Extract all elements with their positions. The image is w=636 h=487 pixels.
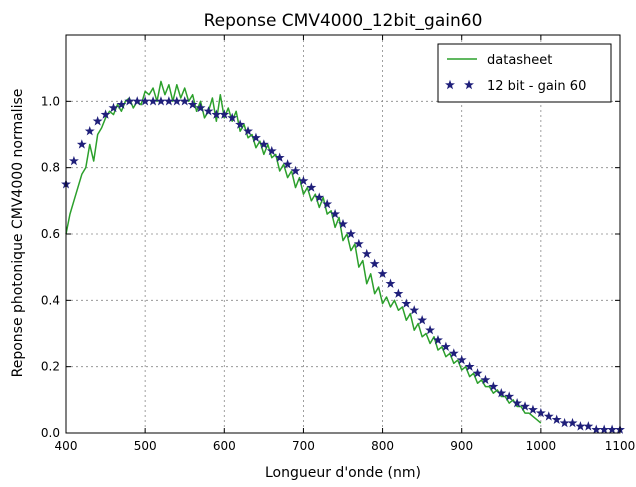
legend-star-marker [464,79,474,90]
data-point-star [163,96,174,106]
x-tick-label: 1000 [526,439,557,453]
y-tick-label: 0.4 [41,293,60,307]
data-point-star [100,109,111,119]
legend-star-marker [445,79,455,90]
data-point-star [512,397,523,408]
data-point-star [575,421,586,431]
legend-swatch-12bit-gain60 [445,79,474,90]
data-point-star [132,96,143,106]
data-point-star [425,324,435,335]
data-point-star [92,116,103,126]
x-tick-label: 1100 [605,439,636,453]
x-tick-label: 700 [292,439,315,453]
x-tick-label: 800 [371,439,394,453]
data-point-star [535,407,546,418]
ticks: 400 500 600 700 800 900 1000 1100 0.0 0.2 0.4 0.6 0.… [41,35,635,453]
data-point-star [401,298,412,308]
x-axis-title: Longueur d'onde (nm) [265,465,421,481]
data-point-star [504,391,515,401]
data-point-star [338,218,348,229]
data-point-star [567,417,578,428]
chart-title: Reponse CMV4000_12bit_gain60 [204,11,483,31]
data-point-star [171,96,182,106]
x-tick-label: 900 [450,439,473,453]
data-point-star [290,165,301,176]
y-tick-label: 0.6 [41,227,60,241]
y-tick-label: 0.2 [41,360,60,374]
data-point-star [361,248,372,259]
data-point-star [211,109,222,119]
data-point-star [148,96,158,106]
legend-label-12bit-gain60: 12 bit - gain 60 [487,79,586,94]
data-point-star [456,354,467,365]
data-point-star [156,96,166,106]
data-point-star [68,155,79,166]
y-tick-label: 0.8 [41,161,60,175]
x-tick-label: 500 [134,439,157,453]
data-point-star [377,268,388,279]
data-point-star [448,348,459,358]
data-point-star [599,424,610,434]
x-tick-label: 400 [55,439,78,453]
data-point-star [520,401,530,411]
data-point-star [480,374,491,385]
y-axis-title: Reponse photonique CMV4000 normalise [10,89,26,378]
legend-label-datasheet: datasheet [487,53,552,68]
data-point-star [528,404,538,414]
data-point-star [203,106,214,116]
data-point-star [591,424,602,434]
y-tick-label: 1.0 [41,94,60,108]
data-point-star [543,411,554,421]
data-point-star [353,238,364,249]
data-point-star [409,305,420,315]
data-point-star [488,381,499,391]
data-point-star [266,145,277,156]
data-point-star [219,109,230,119]
data-point-star [108,102,119,113]
data-point-star [433,334,443,345]
data-point-star [251,132,261,143]
data-point-star [274,152,285,162]
y-tick-label: 0.0 [41,426,60,440]
data-point-star [258,139,269,149]
series-0 [65,80,542,424]
data-point-star [417,315,428,325]
data-point-star [385,278,396,288]
data-point-star [84,125,95,136]
x-tick-label: 600 [213,439,236,453]
data-point-star [116,99,127,109]
data-point-star [306,182,317,192]
legend: datasheet 12 bit - gain 60 [437,43,612,103]
data-point-star [559,417,570,428]
data-point-star [322,198,333,209]
data-point-star [464,361,475,371]
data-point-star [345,228,356,239]
data-point-star [187,99,198,109]
data-point-star [195,102,206,113]
data-point-star [243,125,253,136]
data-point-star [551,414,562,424]
data-point-star [583,421,594,431]
data-point-star [330,208,341,219]
data-point-star [496,388,507,398]
data-point-star [227,112,238,123]
data-point-star [440,341,451,351]
legend-box [437,43,612,103]
data-point-star [607,424,618,434]
data-point-star [282,159,293,169]
data-point-star [314,192,325,202]
data-point-star [393,288,404,298]
data-point-star [140,96,151,106]
data-point-star [472,368,483,378]
data-point-star [179,96,190,106]
data-point-star [235,119,246,129]
data-point-star [76,139,87,149]
data-point-star [298,175,309,186]
series-line-datasheet [65,80,542,424]
data-point-star [369,258,380,269]
data-point-star [124,96,135,106]
